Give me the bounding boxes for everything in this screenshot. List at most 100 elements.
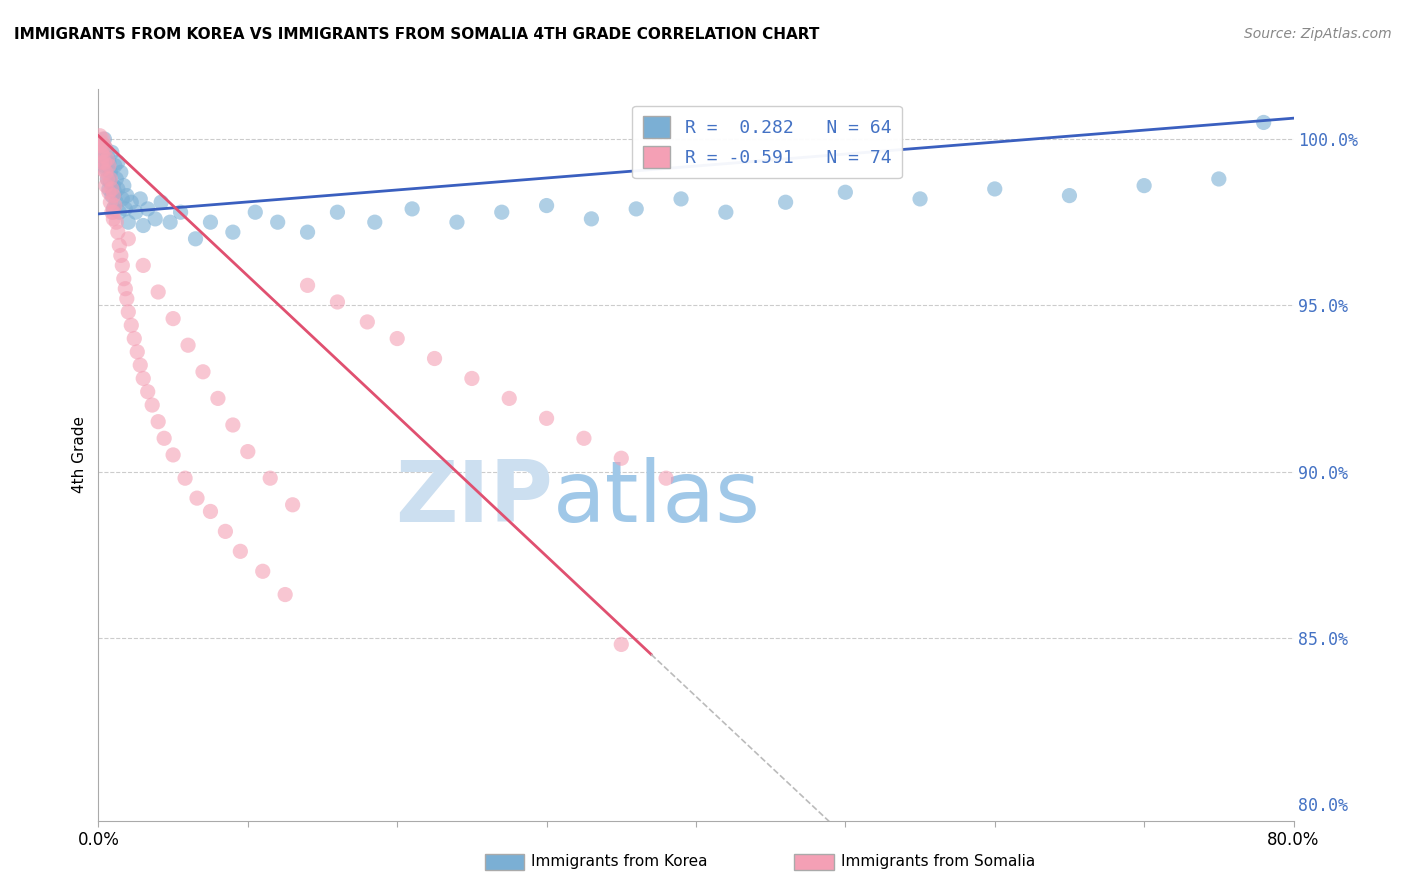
Point: [94, 178, 117, 193]
Point: [100, 195, 122, 210]
Bar: [794, 854, 834, 870]
Point: [100, 165, 122, 179]
Point: [108, 238, 131, 252]
Point: [90, 136, 112, 150]
Point: [177, 338, 200, 352]
Point: [132, 371, 155, 385]
Point: [89, 138, 111, 153]
Point: [110, 248, 132, 262]
Point: [214, 524, 236, 539]
Point: [104, 198, 127, 212]
Point: [90, 155, 112, 169]
Point: [117, 305, 139, 319]
Point: [207, 392, 229, 406]
Text: Source: ZipAtlas.com: Source: ZipAtlas.com: [1244, 27, 1392, 41]
Point: [107, 225, 129, 239]
Point: [834, 186, 856, 200]
Point: [112, 178, 135, 193]
Point: [103, 205, 125, 219]
Point: [91, 161, 114, 176]
Point: [423, 351, 446, 366]
Point: [655, 471, 678, 485]
Point: [107, 155, 129, 169]
Point: [267, 215, 290, 229]
Point: [174, 471, 197, 485]
Point: [1253, 115, 1275, 129]
Point: [94, 165, 117, 179]
Point: [536, 198, 558, 212]
Point: [93, 159, 115, 173]
Point: [129, 358, 152, 372]
Point: [401, 202, 423, 216]
Point: [93, 138, 115, 153]
Point: [93, 155, 115, 169]
Point: [252, 564, 274, 578]
Point: [148, 285, 170, 299]
Point: [610, 637, 633, 651]
Point: [97, 182, 120, 196]
Point: [461, 371, 484, 385]
Point: [100, 175, 122, 189]
Point: [908, 192, 931, 206]
Point: [446, 215, 468, 229]
Point: [162, 311, 184, 326]
Point: [536, 411, 558, 425]
Point: [91, 149, 114, 163]
Point: [153, 431, 176, 445]
Point: [104, 159, 127, 173]
Point: [100, 172, 122, 186]
Text: IMMIGRANTS FROM KOREA VS IMMIGRANTS FROM SOMALIA 4TH GRADE CORRELATION CHART: IMMIGRANTS FROM KOREA VS IMMIGRANTS FROM…: [14, 27, 820, 42]
Point: [101, 145, 124, 160]
Text: Immigrants from Somalia: Immigrants from Somalia: [841, 855, 1035, 869]
Point: [186, 491, 208, 505]
Point: [124, 332, 146, 346]
Point: [581, 211, 603, 226]
Point: [127, 344, 149, 359]
Point: [236, 444, 259, 458]
Point: [111, 259, 134, 273]
Point: [112, 271, 135, 285]
Point: [89, 128, 111, 143]
Point: [96, 172, 118, 186]
Point: [91, 152, 114, 166]
Point: [115, 292, 138, 306]
Point: [96, 149, 118, 163]
Point: [105, 215, 128, 229]
Point: [108, 205, 131, 219]
Text: Immigrants from Korea: Immigrants from Korea: [531, 855, 709, 869]
Point: [96, 152, 118, 166]
Point: [669, 192, 692, 206]
Point: [129, 192, 152, 206]
Point: [143, 211, 166, 226]
Point: [103, 211, 125, 226]
Point: [101, 205, 124, 219]
Point: [491, 205, 513, 219]
Point: [93, 132, 115, 146]
Point: [103, 202, 125, 216]
Y-axis label: 4th Grade: 4th Grade: [72, 417, 87, 493]
Point: [150, 195, 173, 210]
Point: [91, 138, 114, 153]
Point: [96, 172, 118, 186]
Point: [105, 195, 128, 210]
Point: [200, 215, 222, 229]
Point: [120, 195, 142, 210]
Point: [136, 202, 159, 216]
Point: [984, 182, 1007, 196]
Point: [103, 178, 125, 193]
Point: [132, 259, 155, 273]
Text: atlas: atlas: [553, 458, 761, 541]
Point: [110, 165, 132, 179]
Point: [364, 215, 387, 229]
Point: [114, 202, 136, 216]
Point: [115, 188, 138, 202]
Point: [97, 186, 120, 200]
Point: [125, 205, 148, 219]
Point: [498, 392, 520, 406]
Point: [714, 205, 737, 219]
Point: [148, 415, 170, 429]
Point: [326, 205, 349, 219]
Point: [169, 205, 191, 219]
Point: [90, 145, 112, 160]
Point: [626, 202, 648, 216]
